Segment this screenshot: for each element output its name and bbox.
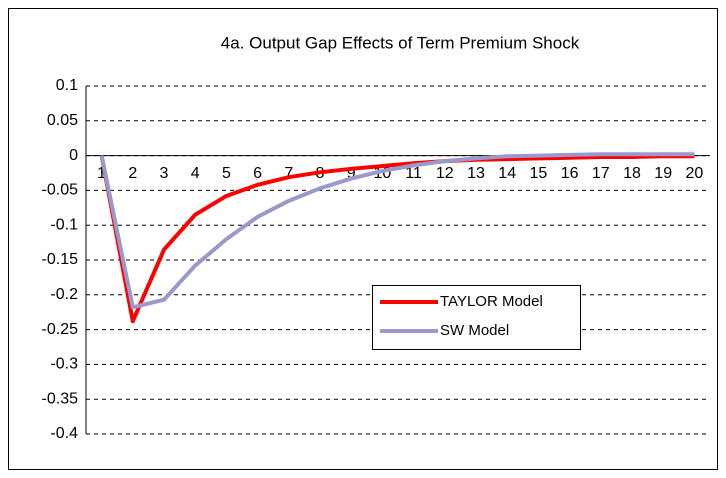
legend-box: [372, 285, 581, 350]
chart-title: 4a. Output Gap Effects of Term Premium S…: [221, 33, 580, 52]
x-tick-label: 12: [436, 165, 454, 182]
x-tick-label: 5: [222, 165, 231, 182]
legend-label: SW Model: [440, 322, 509, 339]
x-tick-label: 4: [191, 165, 200, 182]
x-tick-label: 16: [561, 165, 579, 182]
x-tick-label: 3: [160, 165, 169, 182]
y-tick-label: -0.4: [50, 425, 78, 442]
x-tick-label: 9: [347, 165, 356, 182]
x-tick-label: 14: [498, 165, 516, 182]
y-tick-label: -0.05: [42, 182, 79, 199]
x-tick-label: 20: [686, 165, 704, 182]
x-tick-label: 11: [405, 165, 422, 182]
x-tick-label: 13: [467, 165, 485, 182]
y-tick-label: -0.3: [50, 356, 78, 373]
x-tick-label: 18: [623, 165, 641, 182]
x-tick-label: 2: [128, 165, 137, 182]
y-tick-label: 0.05: [47, 112, 78, 129]
chart-border: [8, 8, 718, 470]
series-line: [99, 154, 695, 324]
x-tick-label: 6: [253, 165, 262, 182]
x-tick-label: 17: [592, 165, 610, 182]
y-tick-label: -0.2: [50, 286, 78, 303]
x-tick-label: 19: [654, 165, 672, 182]
x-tick-label: 1: [97, 165, 106, 182]
y-tick-label: 0.1: [56, 77, 78, 94]
y-tick-label: -0.25: [42, 321, 79, 338]
y-tick-label: -0.1: [50, 216, 78, 233]
y-tick-label: -0.35: [42, 390, 79, 407]
x-tick-label: 15: [530, 165, 548, 182]
y-tick-label: -0.15: [42, 251, 79, 268]
series-line: [99, 152, 695, 310]
x-tick-label: 7: [284, 165, 293, 182]
y-tick-label: 0: [69, 147, 78, 164]
legend-label: TAYLOR Model: [440, 293, 543, 310]
